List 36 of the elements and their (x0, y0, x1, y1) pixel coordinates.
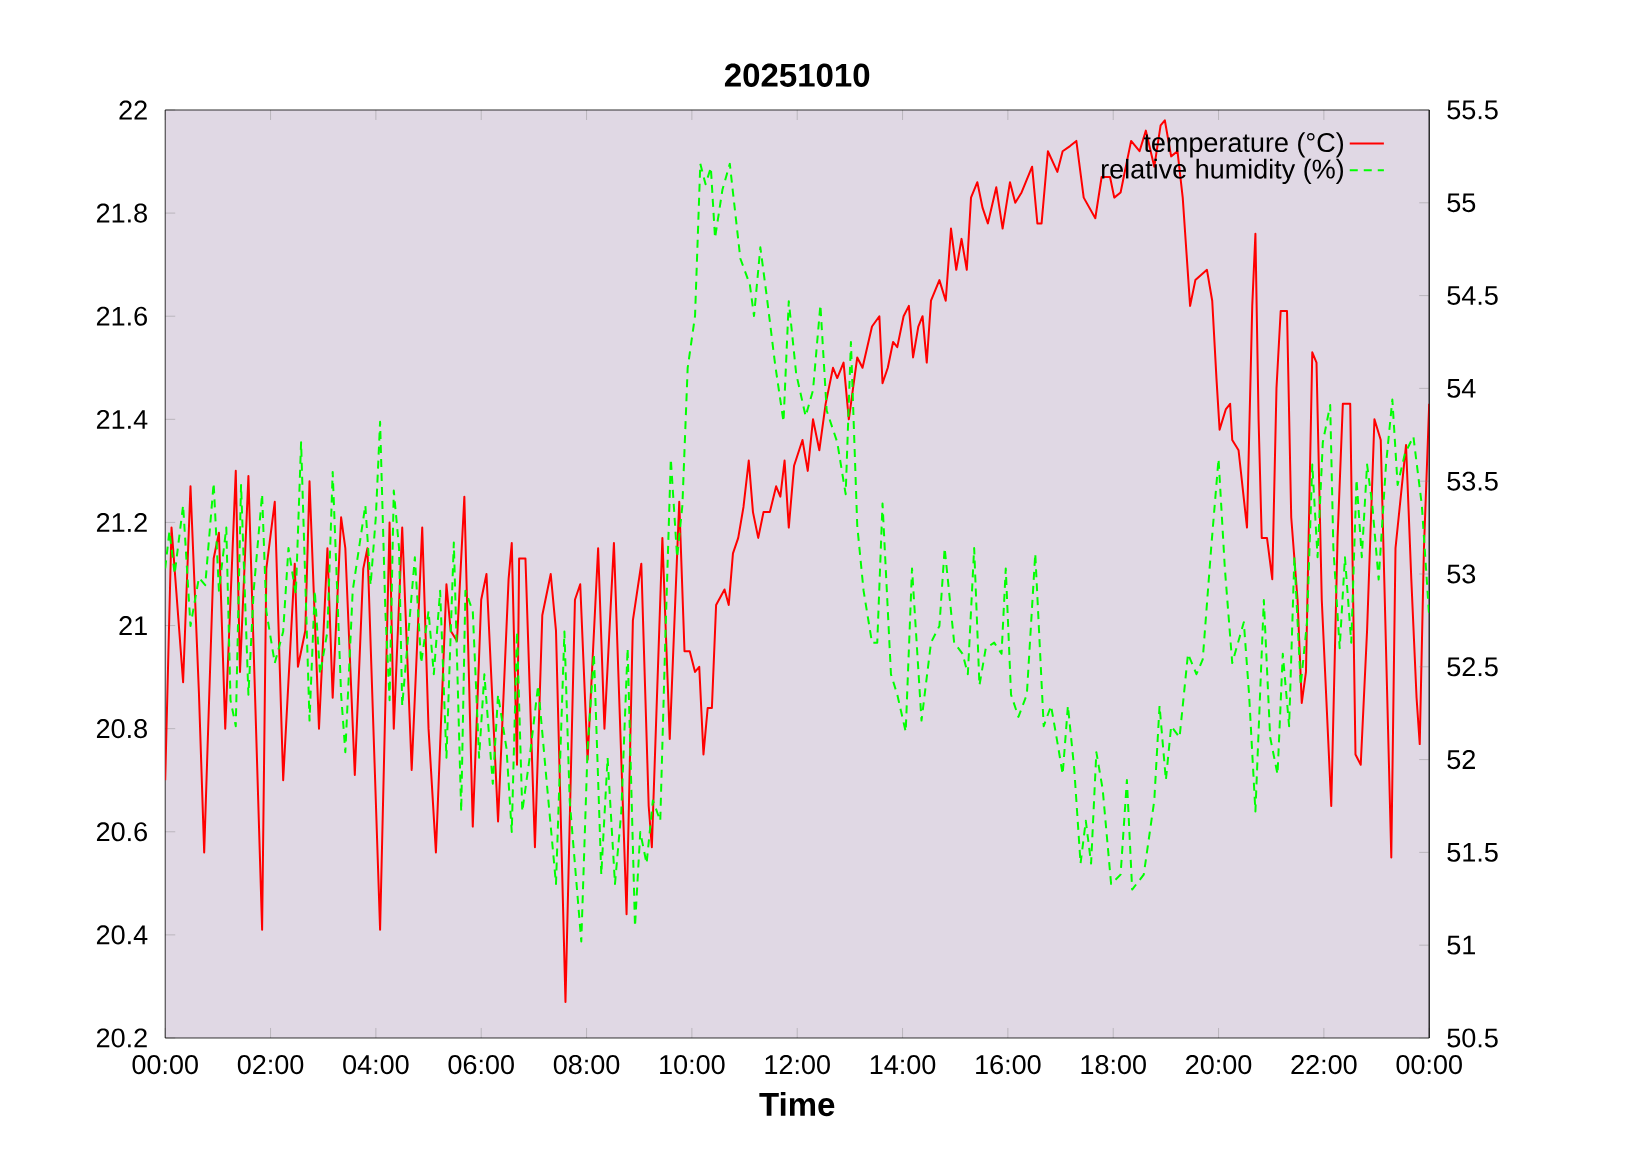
x-tick-label: 00:00 (132, 1055, 198, 1075)
y-tick-label: 21 (119, 616, 147, 635)
chart-title: 20251010 (724, 63, 870, 87)
y2-tick-label: 55.5 (1447, 100, 1498, 120)
x-axis-title: Time (759, 1091, 835, 1117)
y2-tick-label: 53 (1447, 564, 1476, 584)
x-tick-label: 00:00 (1396, 1055, 1462, 1075)
x-tick-label: 10:00 (660, 1055, 725, 1075)
y-tick-label: 20.6 (96, 822, 147, 842)
x-tick-label: 18:00 (1081, 1055, 1146, 1075)
y-tick-label: 20.8 (96, 719, 147, 739)
y2-tick-label: 52.5 (1447, 657, 1498, 677)
y2-tick-label: 51.5 (1447, 842, 1498, 862)
x-tick-label: 08:00 (553, 1055, 620, 1075)
y-tick-label: 21.2 (96, 513, 147, 532)
y-tick-label: 21.8 (96, 203, 147, 223)
y2-tick-label: 54 (1447, 378, 1476, 398)
y2-tick-label: 50.5 (1447, 1028, 1498, 1048)
x-tick-label: 16:00 (976, 1055, 1041, 1075)
y2-tick-label: 54.5 (1447, 286, 1498, 305)
x-tick-label: 20:00 (1186, 1055, 1252, 1075)
x-tick-label: 04:00 (343, 1055, 409, 1075)
y-tick-label: 21.6 (96, 306, 147, 326)
y2-tick-label: 55 (1447, 193, 1476, 213)
y2-tick-label: 51 (1447, 935, 1475, 955)
x-tick-label: 22:00 (1291, 1055, 1357, 1075)
x-tick-label: 14:00 (870, 1055, 936, 1075)
x-tick-label: 02:00 (237, 1055, 304, 1075)
y2-tick-label: 53.5 (1447, 471, 1498, 491)
x-tick-label: 06:00 (448, 1055, 514, 1075)
y-tick-label: 20.4 (96, 925, 148, 945)
y-tick-label: 21.4 (96, 409, 148, 429)
y2-tick-label: 52 (1447, 750, 1475, 770)
y-tick-label: 20.2 (96, 1028, 147, 1048)
x-tick-label: 12:00 (765, 1055, 830, 1075)
y-tick-label: 22 (119, 100, 147, 120)
